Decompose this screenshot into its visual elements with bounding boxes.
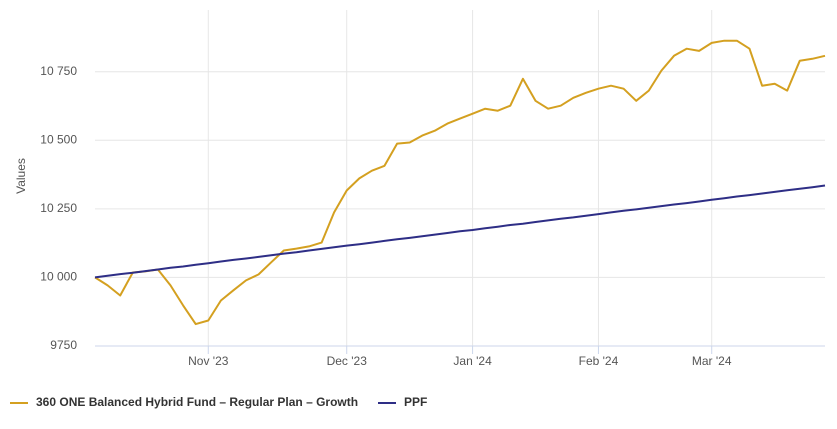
series-line	[94, 184, 826, 279]
x-tick-label: Mar '24	[692, 354, 732, 368]
y-tick-label: 10 500	[40, 132, 77, 146]
x-tick-label: Nov '23	[188, 354, 229, 368]
y-tick-label: 10 000	[40, 270, 77, 284]
y-tick-label: 10 250	[40, 201, 77, 215]
legend-swatch	[378, 402, 396, 404]
y-tick-label: 9750	[50, 338, 77, 352]
legend-label: 360 ONE Balanced Hybrid Fund – Regular P…	[36, 395, 359, 409]
chart: Values 9750 10 000 10 250 10 500 10 750 Nov '…	[14, 10, 826, 368]
grid	[95, 10, 825, 347]
series-line	[94, 39, 826, 326]
x-tick-label: Feb '24	[579, 354, 619, 368]
legend-label: PPF	[404, 395, 428, 409]
x-tick-label: Jan '24	[453, 354, 492, 368]
legend-item[interactable]: 360 ONE Balanced Hybrid Fund – Regular P…	[10, 395, 366, 410]
x-tick-label: Dec '23	[327, 354, 368, 368]
y-tick-label: 10 750	[40, 64, 77, 78]
legend-swatch	[10, 402, 28, 404]
legend-item[interactable]: PPF	[378, 395, 427, 410]
y-axis-title: Values	[14, 158, 28, 194]
